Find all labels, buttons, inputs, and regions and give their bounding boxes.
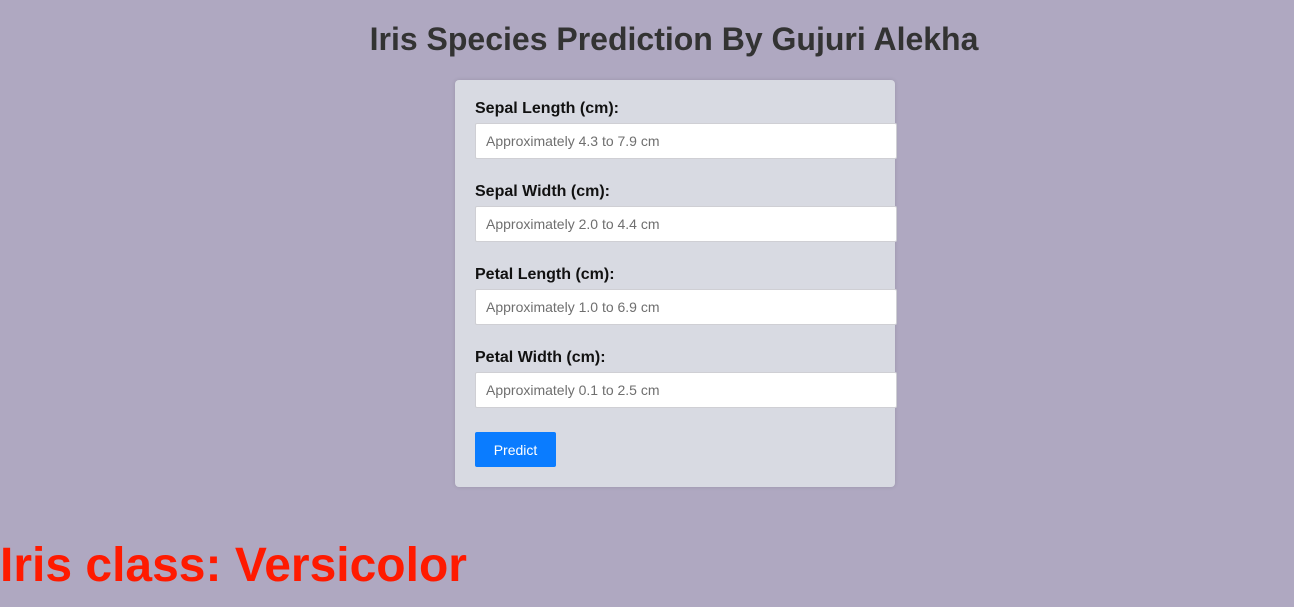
petal-length-input[interactable]: [475, 289, 897, 325]
petal-width-input[interactable]: [475, 372, 897, 408]
prediction-result: Iris class: Versicolor: [0, 539, 467, 592]
sepal-length-input[interactable]: [475, 123, 897, 159]
petal-length-label: Petal Length (cm):: [475, 266, 615, 283]
sepal-width-label: Sepal Width (cm):: [475, 183, 610, 200]
prediction-form: Sepal Length (cm): Sepal Width (cm): Pet…: [455, 80, 897, 487]
petal-width-label: Petal Width (cm):: [475, 349, 606, 366]
page-title: Iris Species Prediction By Gujuri Alekha: [369, 21, 979, 57]
predict-button[interactable]: Predict: [475, 432, 556, 467]
sepal-width-input[interactable]: [475, 206, 897, 242]
sepal-length-label: Sepal Length (cm):: [475, 100, 620, 117]
